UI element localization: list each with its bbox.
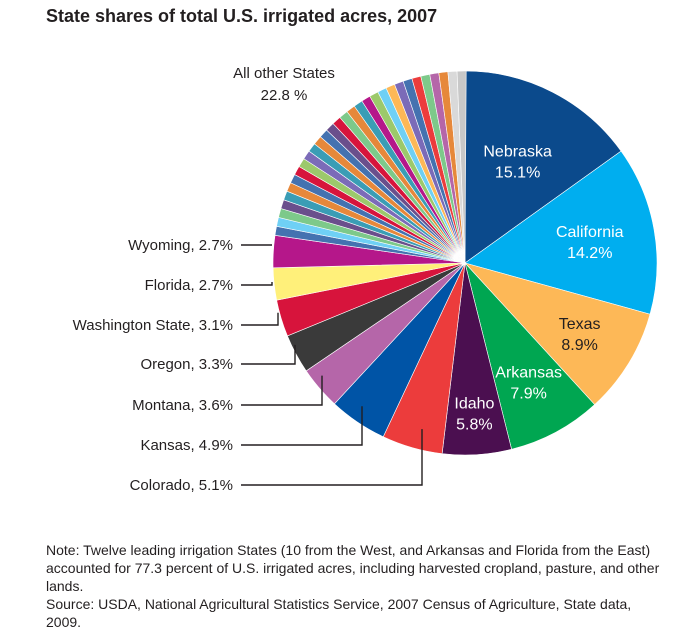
- nebraska-label: Nebraska: [483, 144, 552, 161]
- idaho-value-label: 5.8%: [456, 416, 492, 433]
- texas-label: Texas: [559, 316, 601, 333]
- california-slice: [464, 150, 658, 315]
- arkansas-slice: [464, 262, 596, 450]
- idaho-label: Idaho: [454, 395, 494, 412]
- oregon-label: Oregon, 3.3%: [140, 356, 233, 373]
- montana-label: Montana, 3.6%: [132, 397, 233, 414]
- california-value-label: 14.2%: [567, 245, 612, 262]
- all-other-states-label: All other States: [233, 65, 335, 82]
- nebraska-value-label: 15.1%: [495, 165, 540, 182]
- florida-leader-line: [241, 281, 273, 286]
- kansas-leader-line: [241, 406, 363, 446]
- florida-label: Florida, 2.7%: [145, 277, 233, 294]
- arkansas-value-label: 7.9%: [510, 385, 546, 402]
- nebraska-slice: [464, 70, 622, 264]
- source-text: Source: USDA, National Agricultural Stat…: [46, 596, 632, 630]
- chart-title: State shares of total U.S. irrigated acr…: [46, 6, 438, 26]
- oregon-leader-line: [241, 344, 296, 365]
- wyoming-label: Wyoming, 2.7%: [128, 237, 233, 254]
- texas-value-label: 8.9%: [561, 337, 597, 354]
- colorado-label: Colorado, 5.1%: [130, 477, 233, 494]
- texas-slice: [464, 262, 651, 406]
- all-other-states-value-label: 22.8 %: [261, 87, 308, 104]
- chart-note: Note: Twelve leading irrigation States (…: [46, 541, 666, 631]
- california-label: California: [556, 224, 624, 241]
- arkansas-label: Arkansas: [495, 364, 562, 381]
- washington-state-leader-line: [241, 312, 279, 326]
- montana-leader-line: [241, 375, 323, 406]
- note-text: Note: Twelve leading irrigation States (…: [46, 542, 660, 594]
- all-other-states-slice-30: [456, 70, 467, 264]
- kansas-label: Kansas, 4.9%: [140, 437, 233, 454]
- colorado-leader-line: [241, 429, 423, 486]
- washington-state-label: Washington State, 3.1%: [73, 317, 233, 334]
